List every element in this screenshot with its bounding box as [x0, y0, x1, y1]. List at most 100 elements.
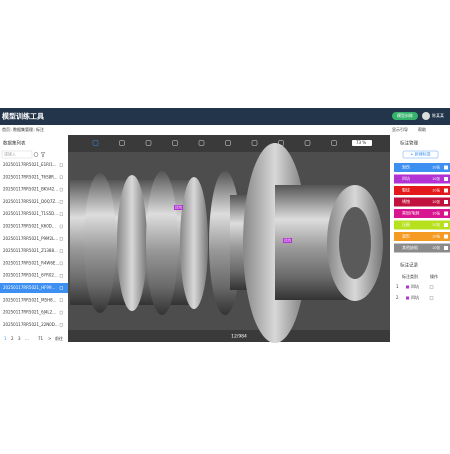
tool-icon[interactable]: [145, 140, 152, 146]
zoom-box[interactable]: [352, 140, 372, 146]
label-row[interactable]: [394, 232, 450, 241]
label-name[interactable]: 压痕: [402, 221, 410, 227]
annotation-label[interactable]: 凹坑: [175, 205, 182, 210]
guide-link[interactable]: 帮助: [418, 126, 426, 132]
search-input[interactable]: [1, 150, 33, 159]
list-item[interactable]: 20250117RR5021_T1S5D...: [3, 211, 58, 216]
record-action[interactable]: [429, 285, 434, 289]
page-item[interactable]: >: [48, 336, 51, 341]
page-item[interactable]: 71: [38, 336, 44, 341]
delete-icon[interactable]: [59, 298, 63, 302]
label-checkbox[interactable]: [444, 177, 448, 181]
label-checkbox[interactable]: [444, 211, 448, 216]
list-item[interactable]: 20250117RR5021_M5H8...: [3, 297, 56, 302]
delete-icon[interactable]: [59, 261, 63, 266]
label-checkbox[interactable]: [444, 223, 448, 227]
new-label-button-text[interactable]: + 新建标签: [410, 151, 431, 157]
label-name[interactable]: 锈蚀: [402, 198, 410, 204]
page-item[interactable]: 前往: [55, 335, 63, 341]
list-item[interactable]: 20250117RR5021_P9M2L...: [3, 236, 58, 241]
train-button-label[interactable]: 模型训练: [397, 112, 413, 118]
list-item[interactable]: 20250117RR5021_HF99...: [3, 285, 55, 290]
tool-icon[interactable]: [251, 140, 258, 146]
delete-icon[interactable]: [59, 224, 63, 229]
label-count[interactable]: 10张: [432, 234, 440, 239]
label-count[interactable]: 10张: [432, 188, 440, 193]
label-row[interactable]: [394, 209, 450, 218]
breadcrumb-item[interactable]: 数据集管理: [13, 126, 33, 132]
tool-icon[interactable]: [304, 140, 311, 146]
guide-link[interactable]: 显示引导: [392, 126, 408, 132]
zoom-value[interactable]: 73 %: [356, 140, 366, 145]
label-count[interactable]: 10张: [432, 211, 440, 216]
tool-icon[interactable]: [119, 140, 125, 146]
label-row[interactable]: [394, 163, 450, 172]
breadcrumb-item[interactable]: 首页: [2, 126, 10, 132]
label-count[interactable]: 10张: [432, 176, 440, 181]
label-row[interactable]: [394, 197, 450, 207]
train-button[interactable]: [392, 112, 418, 120]
page-item[interactable]: 1: [4, 336, 7, 341]
label-name[interactable]: 其他缺陷: [402, 244, 418, 250]
record-action[interactable]: [429, 296, 434, 300]
page-item[interactable]: 2: [11, 336, 14, 341]
page-item[interactable]: ...: [25, 336, 29, 341]
delete-icon[interactable]: [59, 274, 63, 278]
delete-icon[interactable]: [59, 323, 63, 327]
list-item[interactable]: 20250117RR5021_22N0D...: [3, 322, 59, 327]
label-checkbox[interactable]: [444, 188, 448, 193]
list-item[interactable]: 20250117RR5021_T6S8R...: [3, 174, 58, 179]
list-item[interactable]: 20250117RR5021_K60D...: [3, 224, 56, 229]
page-item[interactable]: 3: [18, 336, 21, 341]
new-label-button[interactable]: [402, 150, 439, 159]
label-count[interactable]: 10张: [432, 165, 440, 170]
label-name[interactable]: 划伤: [402, 164, 410, 170]
tool-icon[interactable]: [92, 140, 99, 146]
user-name[interactable]: 陈某某: [432, 112, 444, 118]
list-item[interactable]: 20250117RR5021_Z1388...: [3, 248, 58, 253]
label-name[interactable]: 裂纹: [402, 187, 410, 193]
annotation-box[interactable]: [283, 238, 292, 243]
delete-icon[interactable]: [59, 286, 63, 290]
tool-icon[interactable]: [331, 140, 337, 146]
delete-icon[interactable]: [59, 175, 63, 180]
list-item[interactable]: 20250117RR5021_6J4L2...: [3, 310, 56, 315]
label-name[interactable]: 凹坑: [402, 175, 410, 181]
tool-icon[interactable]: [225, 140, 231, 146]
label-count[interactable]: 10张: [432, 222, 440, 227]
label-checkbox[interactable]: [444, 246, 448, 250]
list-item[interactable]: 20250117RR5021_D0Q7Z...: [3, 199, 59, 204]
delete-icon[interactable]: [59, 200, 63, 204]
filter-icon[interactable]: [40, 152, 46, 158]
list-item[interactable]: 20250117RR5021_R4W6E...: [3, 260, 59, 265]
breadcrumb-item[interactable]: 标注: [36, 126, 44, 132]
list-item[interactable]: 20250117RR5021_6YR02...: [3, 273, 58, 278]
tool-icon[interactable]: [278, 140, 284, 146]
list-item[interactable]: 20250117RR5021_BKV42...: [3, 187, 58, 192]
delete-icon[interactable]: [59, 249, 63, 253]
label-row[interactable]: [394, 243, 450, 253]
label-checkbox[interactable]: [444, 165, 448, 170]
label-checkbox[interactable]: [444, 200, 448, 204]
tool-icon[interactable]: [172, 140, 178, 146]
list-item[interactable]: 20250117RR5021_E1RI1...: [3, 162, 57, 167]
search-icon[interactable]: [33, 152, 39, 157]
search-placeholder[interactable]: 请输入: [4, 151, 16, 157]
label-row[interactable]: [394, 220, 450, 230]
delete-icon[interactable]: [59, 310, 63, 315]
label-count[interactable]: 10张: [432, 245, 440, 250]
label-count[interactable]: 10张: [432, 199, 440, 204]
delete-icon[interactable]: [59, 163, 63, 167]
delete-icon[interactable]: [59, 237, 63, 241]
label-checkbox[interactable]: [444, 234, 448, 239]
annotation-label[interactable]: 凹坑: [284, 238, 292, 243]
tool-icon[interactable]: [198, 140, 205, 146]
delete-icon[interactable]: [59, 212, 63, 216]
avatar[interactable]: [422, 112, 430, 120]
label-name[interactable]: 变形: [402, 233, 410, 239]
label-row[interactable]: [394, 174, 450, 184]
delete-icon[interactable]: [59, 187, 63, 192]
annotation-box[interactable]: [174, 205, 183, 210]
label-name[interactable]: 黑斑/毛刺: [402, 210, 419, 216]
label-row[interactable]: [394, 186, 450, 195]
